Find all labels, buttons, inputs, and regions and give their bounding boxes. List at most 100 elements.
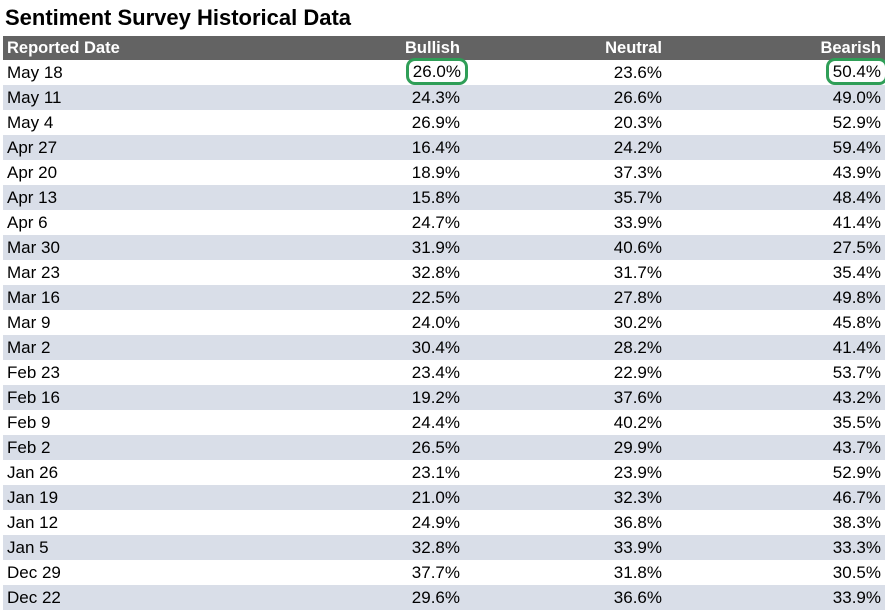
cell-date: Jan 19 [7, 488, 59, 507]
table-row: Mar 30 31.9% 40.6% 27.5% [3, 235, 885, 260]
table-row: Apr 6 24.7% 33.9% 41.4% [3, 210, 885, 235]
cell-bearish: 41.4% [832, 338, 881, 357]
cell-bearish: 53.7% [832, 363, 881, 382]
header-bearish: Bearish [820, 39, 881, 57]
cell-date: Apr 13 [7, 188, 58, 207]
table-row: Apr 20 18.9% 37.3% 43.9% [3, 160, 885, 185]
cell-bullish: 21.0% [411, 488, 460, 507]
cell-date: Mar 2 [7, 338, 51, 357]
table-header-row: Reported Date Bullish Neutral Bearish [3, 36, 885, 60]
table-body: May 18 26.0% 23.6% 50.4% May 11 24.3% 26.6% 49.… [3, 58, 885, 610]
cell-bearish: 43.2% [832, 388, 881, 407]
cell-bearish: 43.7% [832, 438, 881, 457]
cell-date: Dec 29 [7, 563, 61, 582]
cell-bullish: 26.5% [411, 438, 460, 457]
cell-bullish: 31.9% [411, 238, 460, 257]
cell-date: May 18 [7, 63, 63, 82]
table-row: Apr 13 15.8% 35.7% 48.4% [3, 185, 885, 210]
table-row: Dec 29 37.7% 31.8% 30.5% [3, 560, 885, 585]
cell-neutral: 26.6% [613, 88, 662, 107]
table-row: Jan 26 23.1% 23.9% 52.9% [3, 460, 885, 485]
header-reported-date: Reported Date [7, 39, 120, 57]
table-row: May 11 24.3% 26.6% 49.0% [3, 85, 885, 110]
cell-bearish: 52.9% [832, 463, 881, 482]
cell-bullish: 26.9% [411, 113, 460, 132]
cell-bearish: 49.0% [832, 88, 881, 107]
cell-neutral: 32.3% [613, 488, 662, 507]
header-bullish: Bullish [404, 39, 460, 57]
cell-bullish: 15.8% [411, 188, 460, 207]
cell-bullish: 30.4% [411, 338, 460, 357]
cell-date: Apr 27 [7, 138, 58, 157]
cell-date: Jan 12 [7, 513, 59, 532]
cell-bearish: 59.4% [832, 138, 881, 157]
cell-neutral: 22.9% [613, 363, 662, 382]
cell-date: Feb 9 [7, 413, 51, 432]
cell-bullish: 24.0% [411, 313, 460, 332]
cell-bearish: 35.4% [832, 263, 881, 282]
page-title: Sentiment Survey Historical Data [5, 5, 352, 30]
cell-bearish: 30.5% [832, 563, 881, 582]
cell-neutral: 27.8% [613, 288, 662, 307]
table-row: Apr 27 16.4% 24.2% 59.4% [3, 135, 885, 160]
table-row: Mar 23 32.8% 31.7% 35.4% [3, 260, 885, 285]
cell-date: Mar 23 [7, 263, 60, 282]
cell-bearish: 33.9% [832, 588, 881, 607]
cell-neutral: 37.6% [613, 388, 662, 407]
sentiment-table: Reported Date Bullish Neutral Bearish Ma… [3, 36, 885, 610]
cell-neutral: 40.6% [613, 238, 662, 257]
table-row: Jan 12 24.9% 36.8% 38.3% [3, 510, 885, 535]
cell-bullish: 37.7% [411, 563, 460, 582]
cell-neutral: 35.7% [613, 188, 662, 207]
cell-bullish: 32.8% [411, 538, 460, 557]
cell-date: Apr 20 [7, 163, 58, 182]
cell-neutral: 28.2% [613, 338, 662, 357]
cell-date: Feb 23 [7, 363, 60, 382]
cell-bullish: 24.9% [411, 513, 460, 532]
cell-date: May 4 [7, 113, 54, 132]
cell-bearish: 49.8% [832, 288, 881, 307]
cell-neutral: 40.2% [613, 413, 662, 432]
cell-bullish: 26.0% [405, 58, 469, 85]
cell-bearish: 45.8% [832, 313, 881, 332]
cell-date: Mar 9 [7, 313, 51, 332]
cell-neutral: 20.3% [613, 113, 662, 132]
cell-bearish: 46.7% [832, 488, 881, 507]
cell-bearish: 27.5% [832, 238, 881, 257]
table-row: Feb 2 26.5% 29.9% 43.7% [3, 435, 885, 460]
cell-neutral: 24.2% [613, 138, 662, 157]
cell-bullish: 16.4% [411, 138, 460, 157]
cell-bearish: 35.5% [832, 413, 881, 432]
cell-neutral: 36.6% [613, 588, 662, 607]
cell-bullish: 19.2% [411, 388, 460, 407]
cell-neutral: 30.2% [613, 313, 662, 332]
cell-bullish: 24.7% [411, 213, 460, 232]
cell-neutral: 33.9% [613, 538, 662, 557]
cell-neutral: 23.6% [613, 63, 662, 82]
cell-neutral: 37.3% [613, 163, 662, 182]
table-row: Jan 5 32.8% 33.9% 33.3% [3, 535, 885, 560]
cell-bearish: 41.4% [832, 213, 881, 232]
cell-bearish: 33.3% [832, 538, 881, 557]
cell-bullish: 23.4% [411, 363, 460, 382]
cell-neutral: 31.8% [613, 563, 662, 582]
cell-bullish: 29.6% [411, 588, 460, 607]
cell-bearish: 38.3% [832, 513, 881, 532]
cell-date: Feb 2 [7, 438, 51, 457]
table-row: May 18 26.0% 23.6% 50.4% [3, 58, 885, 85]
cell-bullish: 24.3% [411, 88, 460, 107]
cell-date: Jan 5 [7, 538, 49, 557]
table-row: May 4 26.9% 20.3% 52.9% [3, 110, 885, 135]
cell-date: May 11 [7, 88, 62, 107]
table-row: Mar 9 24.0% 30.2% 45.8% [3, 310, 885, 335]
cell-date: Mar 30 [7, 238, 60, 257]
cell-neutral: 36.8% [613, 513, 662, 532]
cell-neutral: 31.7% [613, 263, 662, 282]
cell-neutral: 29.9% [613, 438, 662, 457]
table-row: Feb 23 23.4% 22.9% 53.7% [3, 360, 885, 385]
cell-bearish: 43.9% [832, 163, 881, 182]
header-neutral: Neutral [605, 39, 662, 57]
cell-bullish: 22.5% [411, 288, 460, 307]
cell-bullish: 18.9% [411, 163, 460, 182]
cell-bearish: 48.4% [832, 188, 881, 207]
